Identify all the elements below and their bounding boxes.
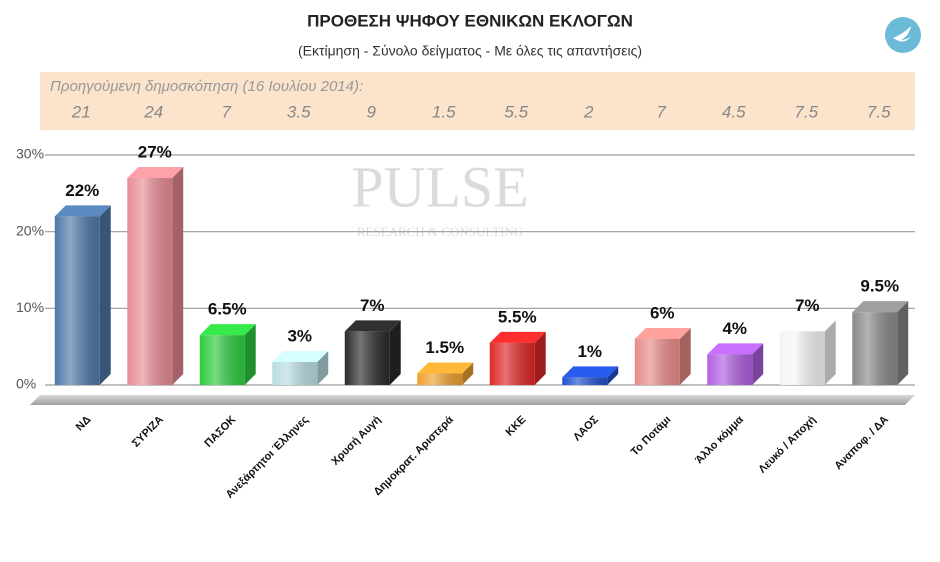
bar-side	[462, 362, 474, 385]
bar-shine	[417, 373, 463, 385]
previous-poll-value: 21	[71, 102, 91, 121]
previous-poll-value: 4.5	[722, 102, 746, 121]
previous-poll-value: 1.5	[432, 102, 456, 121]
value-label: 1.5%	[425, 338, 464, 357]
previous-poll-value: 7	[657, 102, 667, 121]
bar-top	[54, 205, 111, 217]
bar-top	[779, 320, 836, 332]
value-label: 7%	[360, 296, 385, 315]
bar-shine	[127, 178, 173, 385]
bar-shine	[634, 339, 680, 385]
previous-poll-band	[40, 72, 915, 130]
bar-top	[344, 320, 401, 332]
bar-top	[272, 351, 329, 362]
value-label: 5.5%	[498, 307, 537, 326]
floor	[30, 395, 915, 405]
value-label: 7%	[795, 296, 820, 315]
previous-poll-value: 2	[583, 102, 594, 121]
bar-side	[607, 366, 619, 385]
value-label: 3%	[287, 326, 312, 345]
bar-shine	[707, 354, 753, 385]
bar-top	[489, 331, 546, 343]
chart-title: ΠΡΟΘΕΣΗ ΨΗΦΟΥ ΕΘΝΙΚΩΝ ΕΚΛΟΓΩΝ	[307, 11, 633, 30]
chart-subtitle: (Εκτίμηση - Σύνολο δείγματος - Με όλες τ…	[298, 43, 642, 59]
logo-icon	[885, 17, 921, 53]
bar-shine	[562, 377, 608, 385]
bar-top	[127, 167, 184, 178]
bar-side	[679, 328, 691, 385]
bar-side	[172, 167, 184, 385]
y-tick-label: 20%	[16, 222, 44, 238]
bar-top	[634, 328, 691, 339]
bar-shine	[199, 335, 245, 385]
previous-poll-value: 9	[367, 102, 377, 121]
bar-top	[562, 366, 619, 378]
y-tick-label: 0%	[16, 376, 36, 392]
bar-shine	[489, 342, 535, 385]
bar-shine	[54, 216, 100, 385]
watermark: PULSE RESEARCH & CONSULTING	[351, 154, 528, 239]
y-tick-label: 10%	[16, 299, 44, 315]
y-tick-label: 30%	[16, 146, 44, 162]
value-label: 1%	[577, 342, 602, 361]
grid	[45, 154, 915, 386]
bar-top	[707, 343, 764, 355]
previous-poll-value: 3.5	[287, 102, 311, 121]
value-label: 6%	[650, 303, 675, 322]
bar-side	[752, 343, 764, 385]
bar-top	[852, 301, 909, 313]
value-label: 9.5%	[860, 277, 899, 296]
previous-poll-value: 7.5	[867, 102, 891, 121]
bar-top	[417, 362, 474, 374]
bar-side	[534, 331, 546, 385]
previous-poll-value: 24	[143, 102, 163, 121]
bar-shine	[272, 362, 318, 385]
bar-side	[244, 324, 256, 385]
bar-top	[199, 324, 256, 336]
watermark-name: PULSE	[351, 154, 528, 219]
bar-side	[824, 320, 836, 385]
previous-poll-value: 7.5	[794, 102, 818, 121]
previous-poll-value: 7	[222, 102, 232, 121]
value-label: 6.5%	[208, 300, 247, 319]
bar-shine	[779, 331, 825, 385]
previous-poll-label: Προηγούμενη δημοσκόπηση (16 Ιουλίου 2014…	[50, 78, 363, 95]
bar-shine	[344, 331, 390, 385]
value-label: 4%	[722, 319, 747, 338]
value-label: 22%	[65, 181, 99, 200]
watermark-tagline: RESEARCH & CONSULTING	[357, 224, 523, 239]
bar-side	[99, 205, 111, 385]
value-label: 27%	[138, 142, 172, 161]
bar-side	[389, 320, 401, 385]
bar-side	[317, 351, 329, 385]
previous-poll-value: 5.5	[504, 102, 528, 121]
bar-shine	[852, 312, 898, 385]
bar-side	[897, 301, 909, 385]
